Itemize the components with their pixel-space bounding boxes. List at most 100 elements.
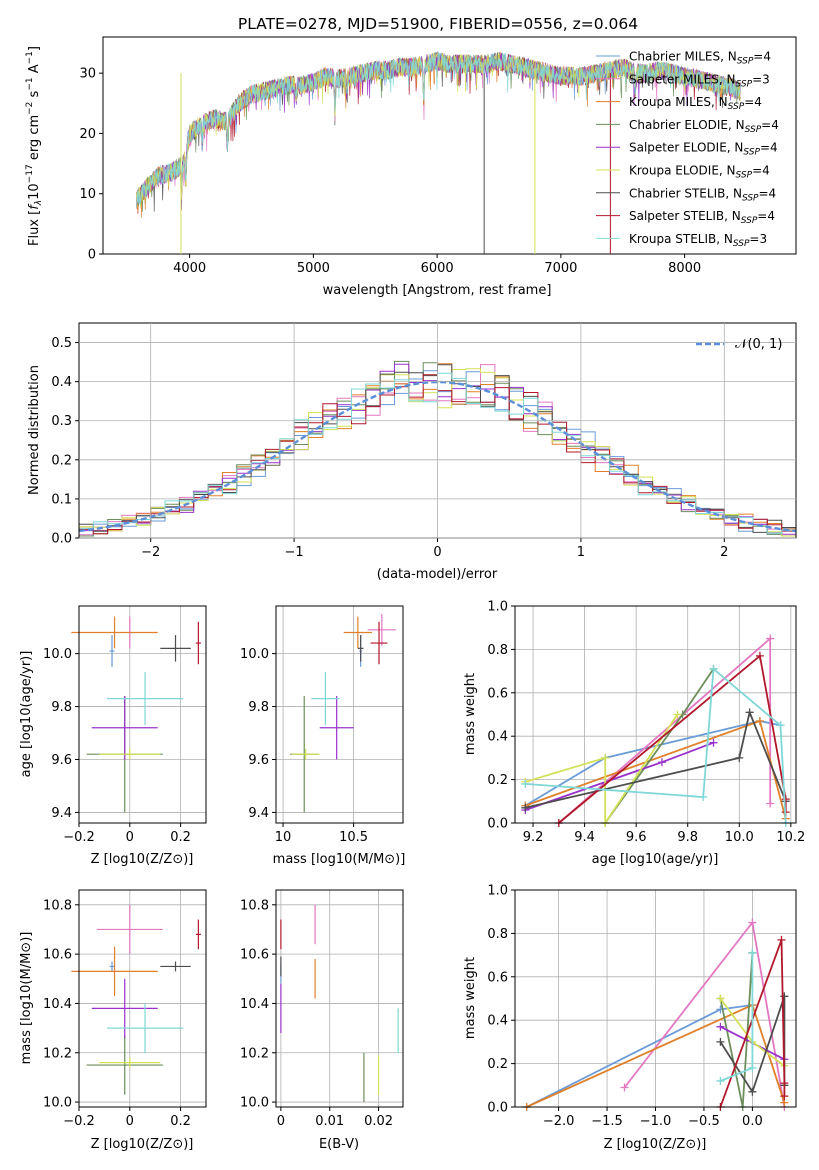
error-point-kroupa-stelib bbox=[106, 672, 184, 726]
y-tick-label: 20 bbox=[79, 127, 96, 142]
axes-frame bbox=[275, 605, 404, 824]
axis-label: Z [log10(Z/Z⊙)] bbox=[91, 852, 194, 867]
y-tick-label: 9.4 bbox=[51, 806, 72, 821]
y-tick-label: 0.1 bbox=[51, 492, 72, 507]
spectrum-line-kroupa-stelib bbox=[136, 51, 741, 208]
legend-label: Salpeter ELODIE, NSSP=4 bbox=[629, 141, 778, 158]
x-tick-label: −0.2 bbox=[63, 1114, 95, 1129]
x-tick-label: −1.0 bbox=[640, 1114, 672, 1129]
legend-label: Chabrier MILES, NSSP=4 bbox=[629, 50, 771, 67]
x-tick-label: 0 bbox=[126, 830, 134, 845]
spectrum-legend: Chabrier MILES, NSSP=4 Salpeter MILES, NS… bbox=[596, 50, 779, 249]
axes-frame bbox=[514, 889, 797, 1108]
axis-label: mass weight bbox=[463, 673, 478, 755]
weight-marker bbox=[748, 918, 757, 927]
weight-marker bbox=[748, 948, 757, 957]
x-tick-label: −2 bbox=[141, 545, 160, 560]
y-tick-label: 10.2 bbox=[240, 1046, 269, 1061]
weight-marker bbox=[716, 994, 725, 1003]
y-tick-label: 9.4 bbox=[248, 806, 269, 821]
x-tick-label: 9.8 bbox=[677, 830, 698, 845]
y-tick-label: 0.2 bbox=[487, 1057, 508, 1072]
error-point-chabrier-stelib bbox=[160, 635, 191, 662]
x-tick-label: −2.0 bbox=[543, 1114, 575, 1129]
axis-label: age [log10(age/yr)] bbox=[592, 852, 719, 867]
error-point-kroupa-miles bbox=[71, 616, 158, 649]
spectrum-axes: 4000 5000 6000 7000 8000 0 10 20 30 bbox=[79, 67, 701, 276]
axes-frame bbox=[78, 605, 207, 824]
x-tick-label: −0.2 bbox=[63, 830, 95, 845]
weight-marker bbox=[748, 1063, 757, 1072]
error-point-kroupa-elodie bbox=[99, 1057, 161, 1068]
Z-mass-panel: −0.2 0 0.2 10.0 10.2 10.4 10.6 10.8 Z [log10(Z/Z… bbox=[19, 889, 207, 1152]
error-point-salpeter-stelib bbox=[370, 621, 388, 665]
error-point-kroupa-stelib bbox=[311, 672, 340, 726]
x-tick-label: 0 bbox=[277, 1114, 285, 1129]
x-tick-label: 9.6 bbox=[626, 830, 647, 845]
y-tick-label: 0.4 bbox=[487, 1014, 508, 1029]
error-point-salpeter-stelib bbox=[195, 919, 201, 950]
y-tick-label: 1.0 bbox=[487, 884, 508, 899]
error-point-chabrier-miles bbox=[109, 961, 115, 972]
y-tick-label: 9.8 bbox=[248, 700, 269, 715]
error-point-salpeter-elodie bbox=[319, 695, 354, 760]
y-tick-label: 0.6 bbox=[487, 970, 508, 985]
weight-marker bbox=[709, 664, 718, 673]
y-tick-label: 0.0 bbox=[51, 532, 72, 547]
weight-line-salpeter-miles bbox=[558, 636, 772, 824]
error-point-kroupa-miles bbox=[343, 616, 372, 649]
error-point-salpeter-elodie bbox=[91, 695, 158, 760]
weight-marker bbox=[620, 1083, 629, 1092]
x-tick-label: −0.5 bbox=[688, 1114, 720, 1129]
weight-marker bbox=[766, 799, 775, 808]
weight-marker bbox=[776, 721, 785, 730]
weight-line-salpeter-stelib bbox=[558, 654, 787, 824]
y-tick-label: 10.8 bbox=[240, 898, 269, 913]
gaussian-legend-label: 𝒩(0, 1) bbox=[735, 337, 782, 352]
y-tick-label: 10 bbox=[79, 187, 96, 202]
y-tick-label: 0.3 bbox=[51, 414, 72, 429]
legend-label: Salpeter MILES, NSSP=3 bbox=[629, 72, 770, 89]
histogram-legend: 𝒩(0, 1) bbox=[696, 337, 782, 352]
figure-title: PLATE=0278, MJD=51900, FIBERID=0556, z=0… bbox=[238, 15, 638, 33]
y-tick-label: 10.8 bbox=[43, 898, 72, 913]
weight-marker bbox=[673, 710, 682, 719]
x-tick-label: 5000 bbox=[297, 261, 330, 276]
y-tick-label: 0.8 bbox=[487, 643, 508, 658]
weight-line-kroupa-elodie bbox=[525, 714, 679, 826]
weight-marker bbox=[780, 1079, 789, 1088]
y-tick-label: 0 bbox=[88, 248, 96, 263]
x-tick-label: 0 bbox=[126, 1114, 134, 1129]
x-tick-label: 4000 bbox=[173, 261, 206, 276]
spectrum-xlabel: wavelength [Angstrom, rest frame] bbox=[323, 283, 552, 298]
Z-weight-panel: −2.0 −1.5 −1.0 −0.5 0.0 0.0 0.2 0.4 0.6 0.8 1.0 Z [… bbox=[463, 884, 797, 1152]
weight-marker bbox=[755, 651, 764, 660]
weight-marker bbox=[601, 753, 610, 762]
legend-label: Kroupa ELODIE, NSSP=4 bbox=[629, 164, 770, 181]
error-point-salpeter-stelib bbox=[195, 621, 201, 665]
y-tick-label: 10.4 bbox=[43, 997, 72, 1012]
legend-label: Chabrier STELIB, NSSP=4 bbox=[629, 186, 776, 203]
y-tick-label: 0.2 bbox=[487, 773, 508, 788]
weight-line-salpeter-miles bbox=[623, 920, 786, 1108]
weight-marker bbox=[699, 792, 708, 801]
ebv-mass-panel: 0 0.01 0.02 10.0 10.2 10.4 10.6 10.8 E(B-V) bbox=[240, 889, 404, 1152]
mass-age-panel: 10 10.5 9.4 9.6 9.8 10.0 mass [log10(M/M⊙)] bbox=[240, 605, 406, 867]
axis-label: mass [log10(M/M⊙)] bbox=[273, 852, 406, 867]
x-tick-label: 0.01 bbox=[315, 1114, 344, 1129]
y-tick-label: 10.2 bbox=[43, 1046, 72, 1061]
x-tick-label: 0.0 bbox=[742, 1114, 763, 1129]
weight-marker bbox=[521, 803, 530, 812]
spectrum-panel: 4000 5000 6000 7000 8000 0 10 20 30 Chabrier MIL… bbox=[25, 36, 797, 298]
histogram-ylabel: Normed distribution bbox=[27, 365, 42, 495]
y-tick-label: 10.4 bbox=[240, 997, 269, 1012]
y-tick-label: 9.8 bbox=[51, 700, 72, 715]
legend-label: Kroupa MILES, NSSP=4 bbox=[629, 95, 762, 112]
x-tick-label: 9.4 bbox=[574, 830, 595, 845]
weight-line-salpeter-elodie bbox=[525, 741, 714, 811]
x-tick-label: 0 bbox=[433, 545, 441, 560]
axis-label: Z [log10(Z/Z⊙)] bbox=[604, 1137, 707, 1152]
x-tick-label: 0.2 bbox=[170, 1114, 191, 1129]
error-point-salpeter-miles bbox=[367, 613, 396, 646]
